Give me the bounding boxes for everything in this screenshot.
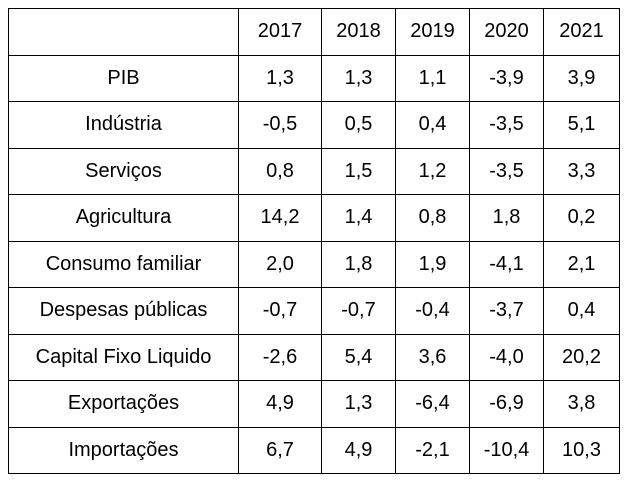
- table-cell: 1,3: [238, 54, 322, 102]
- table-cell: -4,0: [469, 333, 544, 381]
- table-row: Agricultura 14,2 1,4 0,8 1,8 0,2: [8, 194, 620, 242]
- row-label: Serviços: [8, 147, 239, 195]
- row-label: Indústria: [8, 101, 239, 149]
- data-table: 2017 2018 2019 2020 2021 PIB 1,3 1,3 1,1…: [8, 8, 620, 474]
- table-cell: -3,9: [469, 54, 544, 102]
- row-label: PIB: [8, 54, 239, 102]
- row-label: Exportações: [8, 380, 239, 428]
- row-label: Consumo familiar: [8, 240, 239, 288]
- table-cell: 0,8: [395, 194, 470, 242]
- header-row: 2017 2018 2019 2020 2021: [8, 8, 620, 56]
- table-cell: 1,1: [395, 54, 470, 102]
- table-cell: 0,4: [395, 101, 470, 149]
- column-header: 2021: [543, 8, 620, 56]
- table-cell: 2,1: [543, 240, 620, 288]
- column-header: 2018: [321, 8, 396, 56]
- table-cell: 1,9: [395, 240, 470, 288]
- column-header: 2020: [469, 8, 544, 56]
- table-row: Indústria -0,5 0,5 0,4 -3,5 5,1: [8, 101, 620, 149]
- table-cell: 1,3: [321, 380, 396, 428]
- table-cell: 3,3: [543, 147, 620, 195]
- table-cell: -2,6: [238, 333, 322, 381]
- corner-cell: [8, 8, 239, 56]
- table-cell: 1,4: [321, 194, 396, 242]
- table-cell: 1,2: [395, 147, 470, 195]
- table-row: Exportações 4,9 1,3 -6,4 -6,9 3,8: [8, 380, 620, 428]
- table-row: Capital Fixo Liquido -2,6 5,4 3,6 -4,0 2…: [8, 333, 620, 381]
- table-cell: -3,5: [469, 147, 544, 195]
- table-cell: 0,8: [238, 147, 322, 195]
- table-row: Importações 6,7 4,9 -2,1 -10,4 10,3: [8, 426, 620, 474]
- table-cell: -4,1: [469, 240, 544, 288]
- row-label: Capital Fixo Liquido: [8, 333, 239, 381]
- table-cell: -0,7: [321, 287, 396, 335]
- table-row: PIB 1,3 1,3 1,1 -3,9 3,9: [8, 54, 620, 102]
- table-cell: 6,7: [238, 426, 322, 474]
- table-cell: 3,9: [543, 54, 620, 102]
- table-cell: 3,6: [395, 333, 470, 381]
- table-cell: -6,9: [469, 380, 544, 428]
- column-header: 2017: [238, 8, 322, 56]
- table-cell: 20,2: [543, 333, 620, 381]
- table-cell: 14,2: [238, 194, 322, 242]
- table-cell: 0,2: [543, 194, 620, 242]
- table-cell: 1,5: [321, 147, 396, 195]
- table-cell: 0,4: [543, 287, 620, 335]
- table-row: Despesas públicas -0,7 -0,7 -0,4 -3,7 0,…: [8, 287, 620, 335]
- table-cell: -3,5: [469, 101, 544, 149]
- column-header: 2019: [395, 8, 470, 56]
- row-label: Despesas públicas: [8, 287, 239, 335]
- row-label: Importações: [8, 426, 239, 474]
- table-cell: -0,5: [238, 101, 322, 149]
- table-cell: 5,4: [321, 333, 396, 381]
- table-cell: -10,4: [469, 426, 544, 474]
- table-cell: -3,7: [469, 287, 544, 335]
- table-cell: 1,8: [321, 240, 396, 288]
- table-cell: -0,4: [395, 287, 470, 335]
- table-cell: 4,9: [321, 426, 396, 474]
- table-cell: 5,1: [543, 101, 620, 149]
- table-cell: -0,7: [238, 287, 322, 335]
- table-cell: 3,8: [543, 380, 620, 428]
- table-cell: 4,9: [238, 380, 322, 428]
- table-cell: 2,0: [238, 240, 322, 288]
- table-row: Serviços 0,8 1,5 1,2 -3,5 3,3: [8, 147, 620, 195]
- table-cell: 1,3: [321, 54, 396, 102]
- table-row: Consumo familiar 2,0 1,8 1,9 -4,1 2,1: [8, 240, 620, 288]
- table-cell: 10,3: [543, 426, 620, 474]
- table-cell: -2,1: [395, 426, 470, 474]
- data-table-container: 2017 2018 2019 2020 2021 PIB 1,3 1,3 1,1…: [8, 8, 620, 474]
- table-cell: 1,8: [469, 194, 544, 242]
- row-label: Agricultura: [8, 194, 239, 242]
- table-cell: 0,5: [321, 101, 396, 149]
- table-cell: -6,4: [395, 380, 470, 428]
